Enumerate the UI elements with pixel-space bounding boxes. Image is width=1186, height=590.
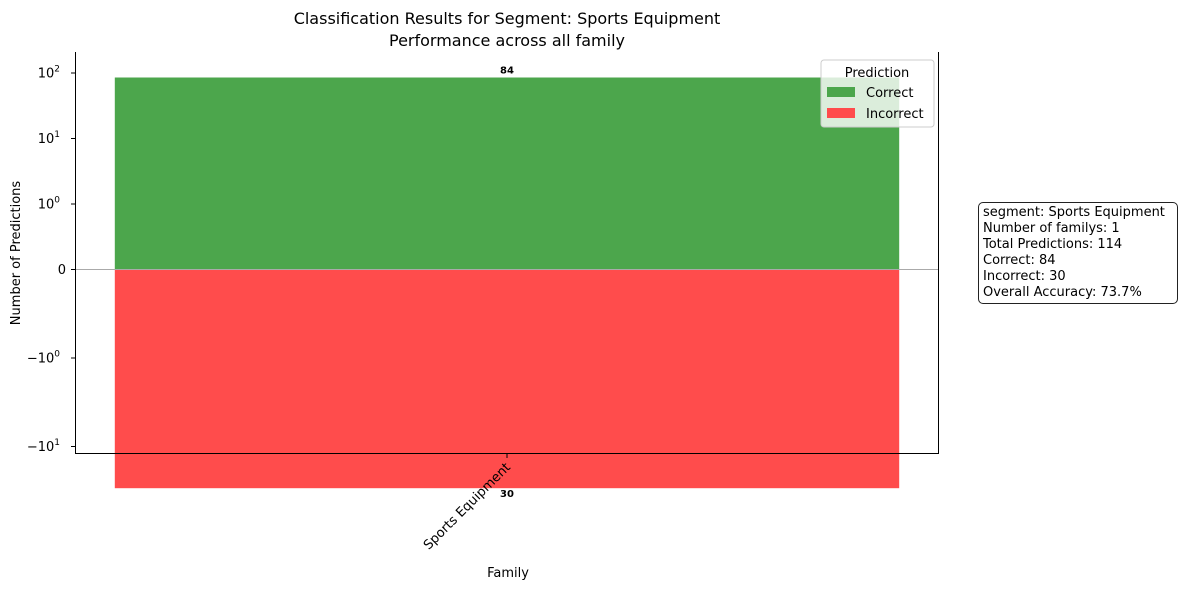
legend: Prediction Correct Incorrect bbox=[820, 59, 935, 128]
bar-correct bbox=[114, 77, 900, 269]
y-tick-label: −101 bbox=[27, 438, 60, 455]
data-label-correct: 84 bbox=[500, 65, 514, 76]
bars-group bbox=[114, 77, 900, 489]
stats-family-count: Number of familys: 1 bbox=[983, 221, 1120, 236]
data-labels: 84 30 bbox=[500, 65, 514, 500]
stats-accuracy: Overall Accuracy: 73.7% bbox=[983, 285, 1142, 300]
legend-label-correct: Correct bbox=[866, 86, 913, 101]
legend-items: Correct Incorrect bbox=[827, 86, 924, 122]
legend-swatch-correct bbox=[827, 87, 855, 97]
y-axis-label: Number of Predictions bbox=[9, 181, 24, 326]
stats-incorrect: Incorrect: 30 bbox=[983, 269, 1066, 284]
y-tick-label: 102 bbox=[38, 65, 60, 82]
y-tick-label: −100 bbox=[27, 350, 60, 367]
stats-segment: segment: Sports Equipment bbox=[983, 205, 1165, 220]
y-tick-label: 0 bbox=[58, 263, 66, 278]
stats-total: Total Predictions: 114 bbox=[983, 237, 1123, 252]
y-tick-label: 100 bbox=[38, 196, 61, 213]
chart-title: Classification Results for Segment: Spor… bbox=[294, 9, 721, 28]
legend-label-incorrect: Incorrect bbox=[866, 107, 924, 122]
legend-title: Prediction bbox=[845, 66, 910, 81]
stats-box: segment: Sports Equipment Number of fami… bbox=[978, 202, 1178, 304]
chart-subtitle: Performance across all family bbox=[389, 31, 625, 50]
x-axis-label: Family bbox=[487, 566, 529, 581]
bar-incorrect bbox=[114, 269, 900, 489]
stats-correct: Correct: 84 bbox=[983, 253, 1056, 268]
y-tick-label: 101 bbox=[38, 130, 60, 147]
legend-swatch-incorrect bbox=[827, 108, 855, 118]
data-label-incorrect: 30 bbox=[500, 489, 514, 500]
y-ticks: 102 101 100 0 −100 −101 bbox=[27, 65, 76, 455]
